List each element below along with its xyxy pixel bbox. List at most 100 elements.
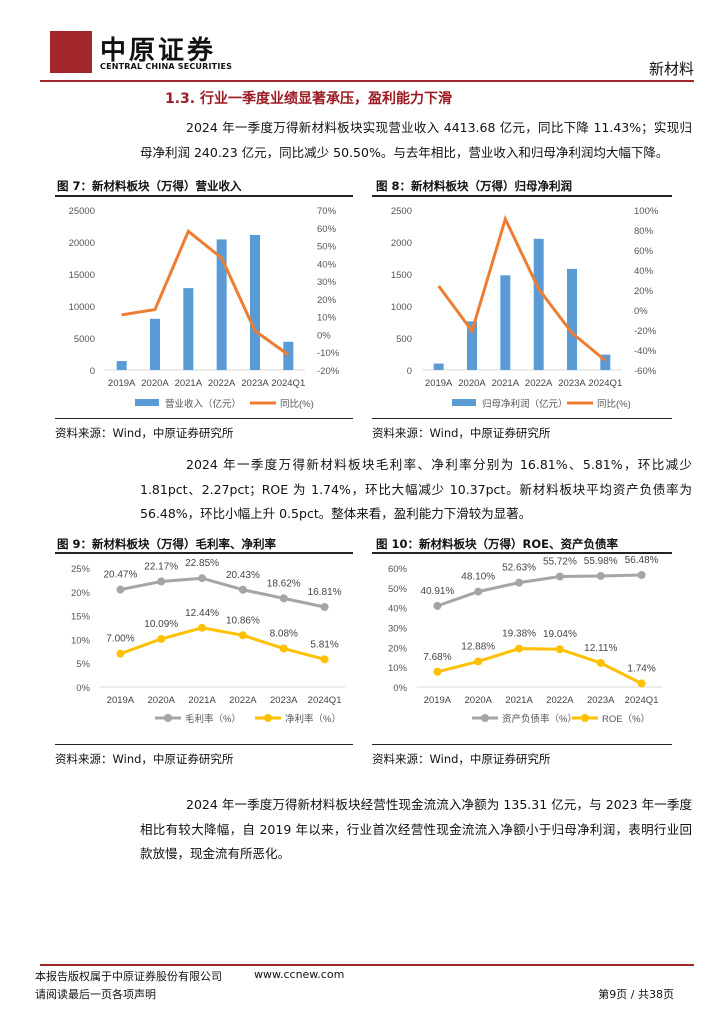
logo-text: 中原证券 xyxy=(100,36,217,66)
figure-title: 图 9：新材料板块（万得）毛利率、净利率 xyxy=(57,537,277,551)
y-tick-label: 10000 xyxy=(69,302,95,313)
data-point xyxy=(555,572,564,581)
bar xyxy=(250,234,260,370)
data-point xyxy=(515,644,524,653)
y-tick-label: 0 xyxy=(407,366,412,377)
x-tick-label: 2019A xyxy=(424,695,452,706)
y2-tick-label: 40% xyxy=(317,259,337,270)
data-point xyxy=(555,645,564,654)
figure-title: 图 10：新材料板块（万得）ROE、资产负债率 xyxy=(376,537,618,551)
data-label: 55.72% xyxy=(543,556,577,567)
data-label: 20.47% xyxy=(103,570,137,581)
footer-disclaimer: 请阅读最后一页各项声明 xyxy=(35,988,156,1001)
bar xyxy=(283,341,294,370)
legend-label: 归母净利润（亿元） xyxy=(482,398,568,410)
chart-roe-debt: 0% 10% 20% 30% 40% 50% 60% 2019A 2020A 2021A 2022A… xyxy=(388,556,662,725)
y-tick-label: 1000 xyxy=(391,302,412,313)
y2-tick-label: -10% xyxy=(317,348,340,359)
x-tick-label: 2019A xyxy=(425,378,453,389)
y-tick-label: 0 xyxy=(90,366,95,377)
data-point xyxy=(157,577,166,586)
y-tick-label: 5% xyxy=(76,659,90,670)
footer-divider xyxy=(40,964,694,966)
legend-label: 同比(%) xyxy=(280,398,314,410)
data-label: 56.48% xyxy=(625,556,659,566)
x-tick-label: 2023A xyxy=(587,695,615,706)
legend-swatch xyxy=(452,399,476,406)
data-label: 12.88% xyxy=(461,641,495,652)
x-tick-label: 2023A xyxy=(270,695,298,706)
bar xyxy=(533,238,544,370)
y-tick-label: 2500 xyxy=(391,206,412,217)
paragraph: 2024 年一季度万得新材料板块经营性现金流流入净额为 135.31 亿元，与 … xyxy=(140,797,692,861)
series-line xyxy=(437,647,643,685)
footer-website[interactable]: www.ccnew.com xyxy=(254,968,345,981)
x-tick-label: 2024Q1 xyxy=(271,378,305,389)
figure-source: 资料来源：Wind，中原证券研究所 xyxy=(372,744,672,767)
data-point xyxy=(279,594,288,603)
data-point xyxy=(433,601,442,610)
x-tick-label: 2021A xyxy=(188,695,216,706)
data-label: 40.91% xyxy=(420,586,454,597)
x-tick-label: 2020A xyxy=(141,378,169,389)
y2-tick-label: 0% xyxy=(317,330,331,341)
y-tick-label: 0% xyxy=(76,683,90,694)
x-tick-label: 2024Q1 xyxy=(588,378,622,389)
data-label: 10.09% xyxy=(144,619,178,630)
y2-tick-label: -40% xyxy=(634,346,657,357)
y2-tick-label: 30% xyxy=(317,277,337,288)
x-tick-label: 2020A xyxy=(148,695,176,706)
y-tick-label: 10% xyxy=(71,635,91,646)
x-tick-label: 2019A xyxy=(108,378,136,389)
figure-rule xyxy=(372,552,672,554)
y-tick-label: 5000 xyxy=(74,334,95,345)
data-point xyxy=(198,574,207,583)
y-tick-label: 10% xyxy=(388,663,408,674)
y2-tick-label: 20% xyxy=(634,286,654,297)
data-label: 20.43% xyxy=(226,570,260,581)
y-tick-label: 20% xyxy=(71,588,91,599)
data-label: 22.85% xyxy=(185,558,219,569)
y2-tick-label: 100% xyxy=(634,206,659,217)
legend-label: 资产负债率（%） xyxy=(502,713,577,725)
data-label: 7.68% xyxy=(423,652,451,663)
data-label: 55.98% xyxy=(584,556,618,567)
series-line xyxy=(119,626,325,661)
legend-marker xyxy=(164,714,172,722)
y-tick-label: 20000 xyxy=(69,238,95,249)
data-point xyxy=(596,658,605,667)
data-point xyxy=(198,623,207,632)
y2-tick-label: -20% xyxy=(317,366,340,377)
data-label: 1.74% xyxy=(627,664,655,675)
section-title: 1.3. 行业一季度业绩显著承压，盈利能力下滑 xyxy=(165,91,452,107)
paragraph: 2024 年一季度万得新材料板块实现营业收入 4413.68 亿元，同比下降 1… xyxy=(140,120,692,160)
legend-marker xyxy=(581,714,589,722)
bar xyxy=(116,361,127,370)
x-tick-label: 2021A xyxy=(175,378,203,389)
x-tick-label: 2021A xyxy=(492,378,520,389)
figure-source: 资料来源：Wind，中原证券研究所 xyxy=(55,744,353,767)
data-point xyxy=(238,585,247,594)
y2-tick-label: -20% xyxy=(634,326,657,337)
y-tick-label: 20% xyxy=(388,643,408,654)
x-tick-label: 2023A xyxy=(241,378,269,389)
data-point xyxy=(157,634,166,643)
data-point xyxy=(474,657,483,666)
bar xyxy=(467,321,477,370)
legend-label: 净利率（%） xyxy=(285,713,341,725)
figure-rule xyxy=(55,552,353,554)
y-tick-label: 0% xyxy=(393,683,407,694)
x-tick-label: 2022A xyxy=(229,695,257,706)
data-point xyxy=(637,570,646,579)
y-tick-label: 2000 xyxy=(391,238,412,249)
logo-mark xyxy=(50,31,92,73)
data-label: 16.81% xyxy=(308,587,342,598)
y2-tick-label: 60% xyxy=(317,224,337,235)
bar xyxy=(183,288,194,370)
figure-title: 图 7：新材料板块（万得）营业收入 xyxy=(57,179,242,193)
bar xyxy=(433,363,444,370)
x-tick-label: 2021A xyxy=(505,695,533,706)
y2-tick-label: 50% xyxy=(317,242,337,253)
y2-tick-label: 10% xyxy=(317,313,337,324)
data-label: 19.04% xyxy=(543,629,577,640)
